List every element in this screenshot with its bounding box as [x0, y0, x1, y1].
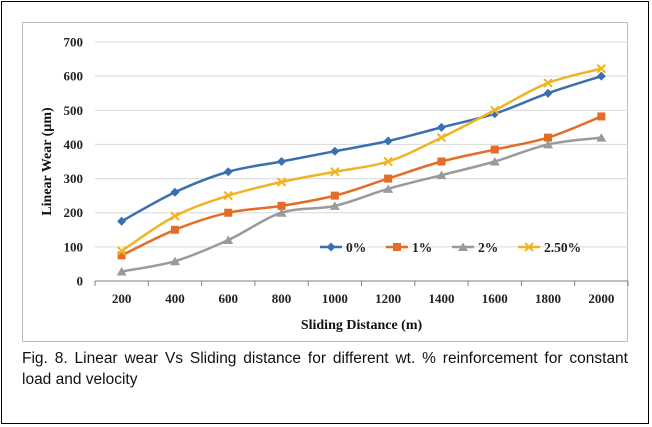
data-point	[436, 132, 447, 143]
x-tick-label: 1800	[535, 291, 561, 306]
data-point	[543, 88, 553, 98]
data-point	[277, 157, 287, 166]
x-tick-label: 1600	[482, 291, 508, 306]
data-point	[490, 145, 499, 154]
data-point	[489, 157, 500, 166]
figure-caption: Fig. 8. Linear wear Vs Sliding distance …	[22, 350, 628, 388]
x-tick-label: 1400	[428, 291, 454, 306]
data-point	[596, 71, 606, 81]
y-tick-label: 300	[64, 171, 84, 186]
data-point	[384, 174, 393, 183]
data-point	[596, 63, 607, 74]
x-tick-label: 1200	[375, 291, 401, 306]
legend-marker	[326, 242, 336, 252]
legend-label: 0%	[346, 240, 366, 255]
data-point	[330, 167, 340, 177]
data-point	[224, 208, 233, 217]
y-tick-label: 100	[64, 239, 84, 254]
legend-label: 2.50%	[544, 240, 581, 255]
data-point	[277, 201, 286, 210]
data-point	[436, 170, 447, 180]
data-point	[596, 133, 607, 142]
series-line	[121, 74, 602, 223]
x-tick-label: 200	[112, 291, 132, 306]
data-point	[544, 133, 553, 142]
data-point	[543, 78, 553, 88]
data-point	[436, 122, 446, 132]
data-point	[117, 251, 126, 260]
data-point	[117, 216, 127, 226]
series-line	[121, 136, 602, 273]
data-point	[276, 177, 287, 187]
series-line	[121, 115, 602, 257]
x-tick-label: 600	[219, 291, 239, 306]
legend-label: 2%	[478, 240, 498, 255]
y-axis-title: Linear Wear (µm)	[40, 107, 55, 216]
data-point	[223, 190, 233, 201]
data-point	[383, 156, 393, 167]
legend-marker	[458, 242, 468, 251]
data-point	[170, 225, 179, 234]
data-point	[383, 184, 394, 193]
data-point	[437, 157, 446, 166]
data-point	[276, 208, 287, 217]
data-point	[597, 112, 606, 121]
data-point	[170, 187, 180, 197]
x-tick-label: 400	[165, 291, 185, 306]
x-tick-label: 800	[272, 291, 292, 306]
data-point	[330, 146, 340, 156]
data-point	[170, 211, 180, 221]
y-tick-label: 600	[64, 69, 84, 84]
y-tick-label: 0	[77, 274, 84, 289]
data-point	[543, 139, 554, 149]
data-point	[490, 105, 500, 115]
y-tick-label: 400	[64, 137, 84, 152]
legend-marker	[524, 242, 534, 252]
data-point	[116, 266, 127, 276]
x-tick-label: 1000	[322, 291, 348, 306]
data-point	[383, 136, 393, 146]
y-tick-label: 200	[64, 205, 84, 220]
y-tick-label: 700	[64, 35, 84, 50]
legend-marker	[393, 243, 401, 251]
data-point	[223, 235, 234, 245]
legend-label: 1%	[412, 240, 432, 255]
data-point	[329, 201, 340, 210]
data-point	[330, 191, 339, 200]
chart-area	[22, 22, 628, 342]
x-tick-label: 2000	[588, 291, 614, 306]
y-tick-label: 500	[64, 103, 84, 118]
series-line	[120, 67, 602, 253]
data-point	[223, 167, 233, 177]
data-point	[116, 246, 127, 256]
data-point	[169, 256, 180, 266]
x-axis-title: Sliding Distance (m)	[301, 318, 423, 333]
